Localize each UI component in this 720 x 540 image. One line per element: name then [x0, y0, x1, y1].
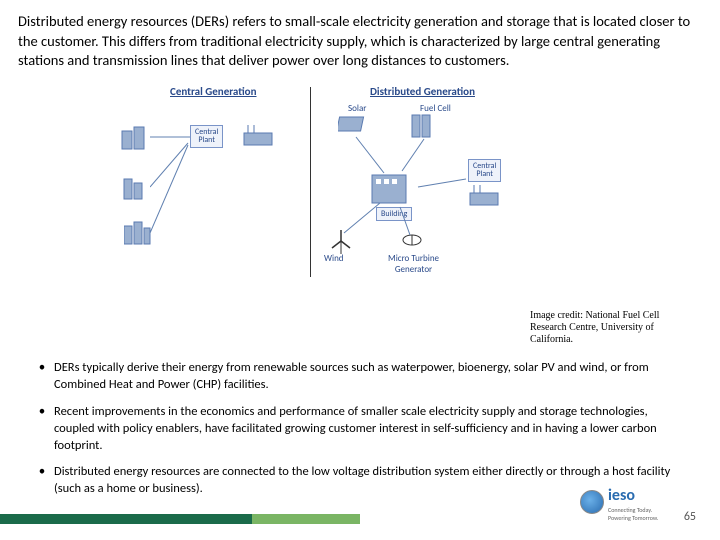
diagram-lines: [340, 123, 510, 253]
diagram: Central Generation Distributed Generatio…: [110, 83, 610, 293]
logo-tagline: Connecting Today. Powering Tomorrow.: [608, 506, 658, 522]
intro-paragraph: Distributed energy resources (DERs) refe…: [0, 0, 720, 79]
footer-accent-bar: [0, 514, 360, 524]
bullet-marker: •: [30, 360, 54, 394]
solar-label: Solar: [348, 103, 366, 114]
plant-icon: [240, 123, 280, 147]
microturbine-label: Micro Turbine Generator: [388, 253, 439, 275]
bullet-marker: •: [30, 404, 54, 455]
bullet-text: DERs typically derive their energy from …: [54, 360, 690, 394]
bullet-marker: •: [30, 464, 54, 498]
diagram-header-central: Central Generation: [170, 85, 257, 98]
list-item: • DERs typically derive their energy fro…: [30, 360, 690, 394]
ieso-logo: ieso Connecting Today. Powering Tomorrow…: [580, 486, 660, 520]
wind-label: Wind: [324, 253, 344, 264]
bullet-text: Recent improvements in the economics and…: [54, 404, 690, 455]
page-number: 65: [684, 510, 696, 524]
logo-globe-icon: [580, 490, 604, 514]
building-icon: [120, 123, 150, 151]
list-item: • Recent improvements in the economics a…: [30, 404, 690, 455]
building-icon: [122, 173, 152, 201]
diagram-header-distributed: Distributed Generation: [370, 85, 475, 98]
diagram-lines: [150, 113, 200, 253]
logo-text: ieso: [608, 486, 635, 505]
image-credit: Image credit: National Fuel Cell Researc…: [530, 310, 670, 346]
diagram-divider: [310, 87, 311, 277]
